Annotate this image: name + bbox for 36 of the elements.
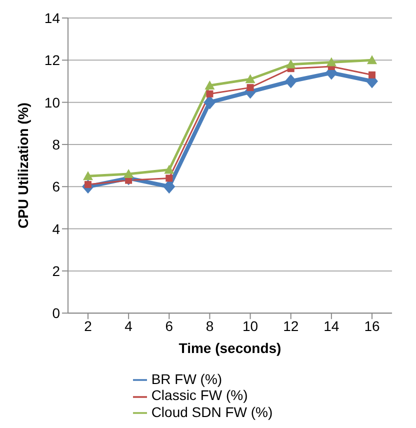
y-tick-label: 4 — [52, 220, 60, 237]
point — [124, 168, 134, 178]
y-tick-label: 14 — [44, 10, 60, 26]
point — [164, 164, 174, 174]
point — [83, 171, 93, 180]
y-tick-label: 6 — [52, 178, 60, 195]
point — [246, 84, 254, 92]
point — [204, 80, 215, 90]
x-tick-label: 14 — [324, 318, 340, 334]
x-tick-label: 6 — [165, 318, 174, 334]
x-tick-label: 10 — [242, 318, 258, 334]
point — [284, 74, 297, 88]
x-tick-label: 4 — [124, 318, 133, 334]
point — [326, 57, 336, 66]
x-axis-title: Time (seconds) — [178, 340, 282, 356]
point — [166, 174, 173, 182]
y-tick-label: 8 — [52, 136, 60, 152]
point — [245, 74, 256, 84]
point — [204, 95, 216, 110]
point — [368, 71, 376, 78]
legend-label: Classic FW (%) — [151, 387, 248, 404]
x-tick-label: 8 — [206, 318, 214, 334]
point — [163, 180, 176, 194]
y-tick-label: 2 — [52, 262, 60, 279]
legend-label: BR FW (%) — [151, 371, 222, 388]
y-tick-label: 12 — [44, 52, 60, 68]
x-tick-label: 16 — [364, 318, 380, 334]
y-tick-label: 10 — [44, 94, 60, 110]
point — [367, 55, 377, 64]
point — [286, 59, 296, 68]
x-tick-label: 12 — [283, 318, 299, 334]
y-axis-title: CPU Utilization (%) — [14, 102, 31, 229]
point — [206, 90, 214, 98]
y-tick-label: 0 — [52, 305, 60, 322]
legend-label: Cloud SDN FW (%) — [151, 404, 273, 420]
x-tick-label: 2 — [84, 318, 92, 334]
